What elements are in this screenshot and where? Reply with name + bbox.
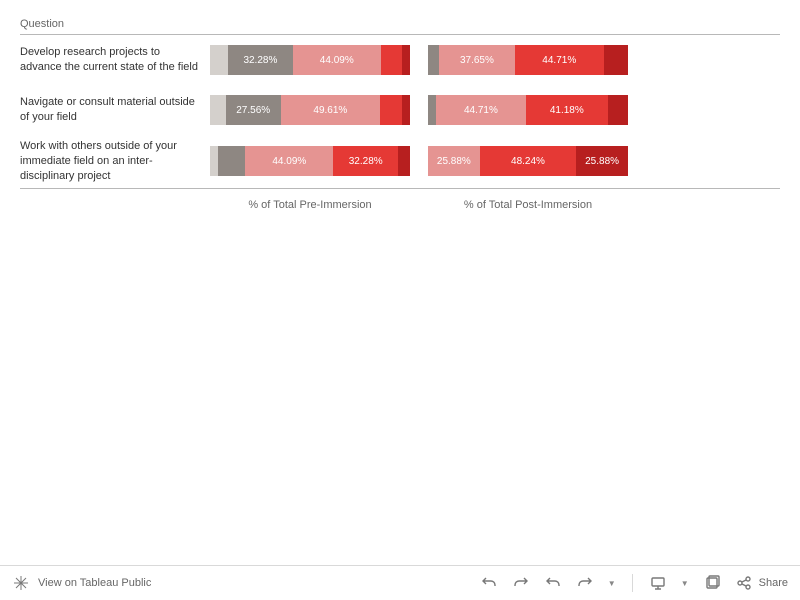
bar-segment	[608, 95, 628, 125]
bar-segment: 44.71%	[436, 95, 525, 125]
bar-segment: 48.24%	[480, 146, 576, 176]
question-label: Navigate or consult material outside of …	[20, 95, 210, 125]
bar-segment	[218, 146, 245, 176]
undo-icon[interactable]	[480, 574, 498, 592]
bar-segment: 41.18%	[526, 95, 608, 125]
axis-spacer	[20, 199, 210, 211]
bar-segment: 37.65%	[439, 45, 514, 75]
stacked-bar-pre[interactable]: 27.56%49.61%	[210, 95, 410, 125]
stacked-bar-post[interactable]: 25.88%48.24%25.88%	[428, 146, 628, 176]
charts-cell: 32.28%44.09% 37.65%44.71%	[210, 45, 628, 75]
header-row: Question	[20, 18, 780, 35]
stacked-bar-post[interactable]: 37.65%44.71%	[428, 45, 628, 75]
data-row: Work with others outside of your immedia…	[20, 135, 780, 188]
tableau-logo-icon	[12, 574, 30, 592]
bar-segment	[428, 45, 439, 75]
bar-segment	[402, 45, 410, 75]
bar-segment: 44.09%	[293, 45, 381, 75]
axis-labels: % of Total Pre-Immersion % of Total Post…	[210, 199, 628, 211]
bar-segment: 49.61%	[281, 95, 380, 125]
charts-cell: 27.56%49.61% 44.71%41.18%	[210, 95, 628, 125]
view-on-tableau-label: View on Tableau Public	[38, 577, 151, 589]
bar-segment	[210, 146, 218, 176]
question-label: Work with others outside of your immedia…	[20, 139, 210, 184]
toolbar-divider	[632, 574, 633, 592]
presentation-dropdown-caret[interactable]: ▼	[681, 579, 689, 588]
bar-segment: 27.56%	[226, 95, 281, 125]
bar-segment	[402, 95, 410, 125]
revert-icon[interactable]	[544, 574, 562, 592]
rows-container: Develop research projects to advance the…	[20, 35, 780, 189]
toolbar: View on Tableau Public ▼ ▼ Share	[0, 565, 800, 600]
download-icon[interactable]	[703, 574, 721, 592]
refresh-icon[interactable]	[576, 574, 594, 592]
toolbar-right: ▼ ▼ Share	[480, 574, 788, 592]
bar-segment	[210, 45, 228, 75]
bar-segment	[210, 95, 226, 125]
question-label: Develop research projects to advance the…	[20, 45, 210, 75]
charts-cell: 44.09%32.28% 25.88%48.24%25.88%	[210, 146, 628, 176]
redo-icon[interactable]	[512, 574, 530, 592]
bar-segment: 25.88%	[576, 146, 628, 176]
data-row: Navigate or consult material outside of …	[20, 85, 780, 135]
share-button[interactable]: Share	[735, 574, 788, 592]
bar-segment: 44.09%	[245, 146, 333, 176]
axis-label-post: % of Total Post-Immersion	[428, 199, 628, 211]
axis-label-pre: % of Total Pre-Immersion	[210, 199, 410, 211]
stacked-bar-pre[interactable]: 44.09%32.28%	[210, 146, 410, 176]
bar-segment	[398, 146, 410, 176]
bar-segment	[604, 45, 628, 75]
chart-area: Question Develop research projects to ad…	[0, 0, 800, 211]
axis-row: % of Total Pre-Immersion % of Total Post…	[20, 199, 780, 211]
bar-segment: 32.28%	[228, 45, 293, 75]
presentation-icon[interactable]	[649, 574, 667, 592]
bar-segment: 32.28%	[333, 146, 398, 176]
bar-segment: 44.71%	[515, 45, 604, 75]
stacked-bar-post[interactable]: 44.71%41.18%	[428, 95, 628, 125]
share-label: Share	[759, 577, 788, 589]
data-row: Develop research projects to advance the…	[20, 35, 780, 85]
refresh-dropdown-caret[interactable]: ▼	[608, 579, 616, 588]
bar-segment	[381, 45, 402, 75]
question-column-header: Question	[20, 18, 210, 30]
bar-segment	[380, 95, 402, 125]
stacked-bar-pre[interactable]: 32.28%44.09%	[210, 45, 410, 75]
bar-segment	[428, 95, 436, 125]
bar-segment: 25.88%	[428, 146, 480, 176]
view-on-tableau-link[interactable]: View on Tableau Public	[12, 574, 151, 592]
share-icon	[735, 574, 753, 592]
